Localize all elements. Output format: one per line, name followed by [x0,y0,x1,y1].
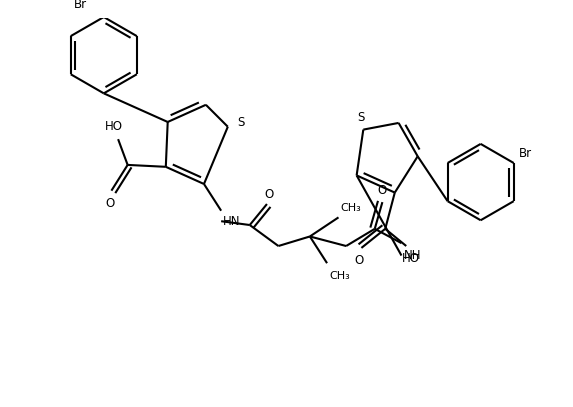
Text: HO: HO [105,120,123,133]
Text: O: O [378,184,387,197]
Text: HO: HO [402,252,420,265]
Text: NH: NH [403,249,421,262]
Text: CH₃: CH₃ [329,271,350,280]
Text: Br: Br [73,0,87,11]
Text: O: O [105,197,114,210]
Text: Br: Br [519,147,532,160]
Text: O: O [264,188,273,201]
Text: S: S [237,116,245,129]
Text: O: O [355,254,364,267]
Text: S: S [358,111,365,124]
Text: CH₃: CH₃ [340,203,361,213]
Text: HN: HN [223,215,241,228]
